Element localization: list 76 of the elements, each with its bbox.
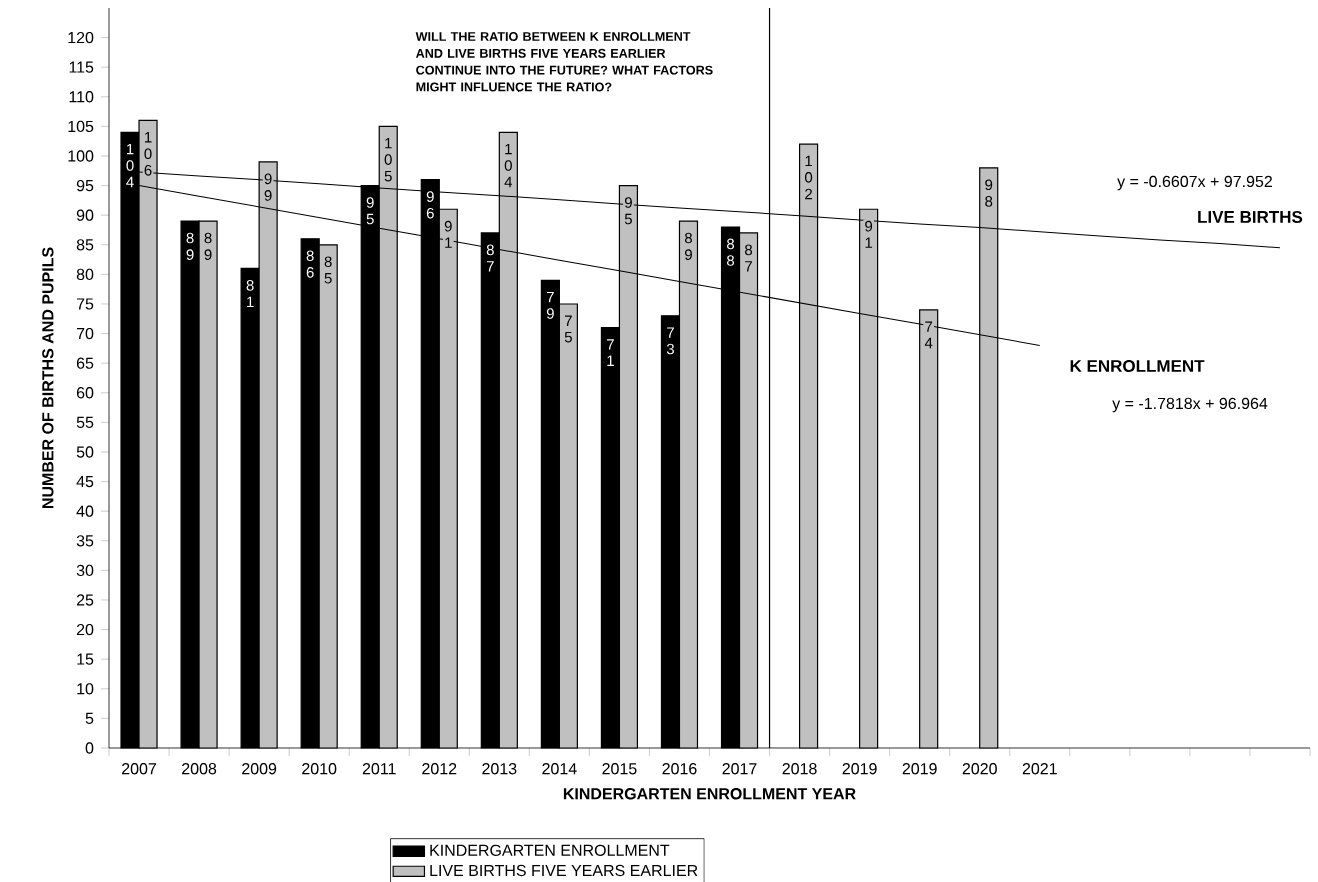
x-tick-label: 2009 [242,763,277,775]
y-tick-label: 75 [76,298,94,310]
data-label: 99 [264,173,272,201]
y-axis-title: NUMBER OF BIRTHS AND PUPILS [42,247,54,509]
y-tick-label: 30 [76,564,94,577]
x-tick-label: 2017 [722,763,757,775]
y-tick-label: 15 [77,653,94,665]
x-tick-label: 2013 [482,763,517,775]
y-tick-label: 105 [68,120,94,133]
x-tick-label: 2021 [1022,763,1057,775]
y-tick-label: 20 [76,623,94,636]
data-label: 105 [384,137,392,182]
y-tick-label: 65 [76,357,94,369]
y-tick-label: 115 [69,61,94,73]
data-label: 106 [144,132,152,176]
x-tick-label: 2010 [302,763,337,775]
y-tick-label: 110 [69,91,94,103]
x-tick-label: 2014 [542,763,577,775]
data-label: 102 [805,155,813,200]
y-tick-label: 45 [76,476,94,488]
y-tick-label: 70 [76,327,94,340]
y-tick-label: 50 [76,446,94,458]
y-tick-label: 5 [85,712,94,724]
data-label: 95 [366,197,374,225]
x-tick-label: 2011 [362,763,396,775]
y-tick-label: 95 [76,179,94,192]
data-label: 86 [306,250,314,278]
data-label: 87 [486,244,494,272]
x-tick-label: 2020 [962,763,997,775]
data-label: 81 [246,280,254,308]
x-tick-label: 2012 [422,763,457,775]
y-tick-label: 25 [76,594,94,606]
y-tick-label: 90 [76,209,94,221]
data-label: 104 [126,143,134,188]
y-tick-label: 0 [85,742,94,754]
data-label: 95 [624,197,632,225]
x-tick-label: 2015 [602,763,637,775]
data-label: 79 [546,291,554,319]
x-axis-title: KINDERGARTEN ENROLLMENT YEAR [563,788,856,800]
y-tick-label: 35 [76,535,94,547]
data-label: 96 [426,191,434,219]
data-label: 73 [666,327,674,355]
data-label: 89 [684,232,692,260]
x-tick-label: 2007 [122,763,157,775]
x-tick-label: 2019 [902,763,937,775]
data-label: 71 [607,339,614,366]
data-label: 75 [564,315,572,343]
data-label: 88 [727,238,735,266]
data-label: 89 [186,232,194,260]
annotation: LIVE BIRTHS [1198,210,1303,223]
annotation: WILL THE RATIO BETWEEN K ENROLLMENT AND LIVE BIRTHS FIVE YEARS EARLIER CONTINUE INTO THE FUTURE? WHAT FACTORS MIGHT INFLUENCE THE RATIO? [415,32,713,92]
data-label: 85 [324,256,332,284]
legend-label: LIVE BIRTHS FIVE YEARS EARLIER [430,864,698,877]
annotation: y = -1.7818x + 96.964 [1112,397,1268,413]
x-tick-label: 2018 [782,763,817,775]
y-tick-label: 80 [76,268,94,281]
data-label: 87 [745,244,753,272]
y-tick-label: 10 [77,683,94,695]
y-tick-label: 100 [68,150,94,162]
x-tick-label: 2019 [842,763,877,775]
data-label: 104 [504,143,513,188]
x-tick-label: 2016 [662,763,697,775]
data-label: 98 [985,179,993,207]
data-label: 89 [204,232,212,260]
data-label: 91 [865,220,873,248]
y-tick-label: 120 [68,31,94,44]
x-tick-label: 2008 [182,763,217,775]
data-label: 91 [444,220,452,248]
annotation: K ENROLLMENT [1070,359,1205,372]
y-tick-label: 60 [76,387,94,399]
y-tick-label: 85 [76,239,94,251]
y-tick-label: 40 [76,505,94,517]
y-tick-label: 55 [76,416,94,428]
legend-label: KINDERGARTEN ENROLLMENT [430,844,670,856]
annotation: y = -0.6607x + 97.952 [1117,175,1272,191]
data-label: 74 [924,321,933,349]
